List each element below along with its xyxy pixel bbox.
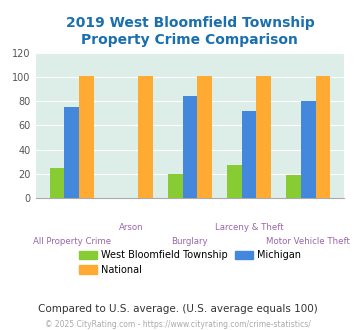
Bar — [50, 168, 64, 198]
Bar — [227, 165, 242, 198]
Bar — [197, 76, 212, 198]
Text: Motor Vehicle Theft: Motor Vehicle Theft — [266, 237, 350, 246]
Bar — [301, 101, 316, 198]
Text: © 2025 CityRating.com - https://www.cityrating.com/crime-statistics/: © 2025 CityRating.com - https://www.city… — [45, 319, 310, 329]
Bar — [316, 76, 330, 198]
Title: 2019 West Bloomfield Township
Property Crime Comparison: 2019 West Bloomfield Township Property C… — [66, 16, 314, 48]
Text: Larceny & Theft: Larceny & Theft — [215, 223, 283, 232]
Bar — [79, 76, 94, 198]
Bar — [64, 107, 79, 198]
Legend: West Bloomfield Township, National, Michigan: West Bloomfield Township, National, Mich… — [75, 247, 305, 279]
Bar — [182, 96, 197, 198]
Bar — [168, 174, 182, 198]
Bar — [242, 111, 256, 198]
Bar — [286, 175, 301, 198]
Bar — [256, 76, 271, 198]
Text: Burglary: Burglary — [171, 237, 208, 246]
Text: Compared to U.S. average. (U.S. average equals 100): Compared to U.S. average. (U.S. average … — [38, 304, 317, 314]
Text: All Property Crime: All Property Crime — [33, 237, 111, 246]
Text: Arson: Arson — [119, 223, 143, 232]
Bar — [138, 76, 153, 198]
